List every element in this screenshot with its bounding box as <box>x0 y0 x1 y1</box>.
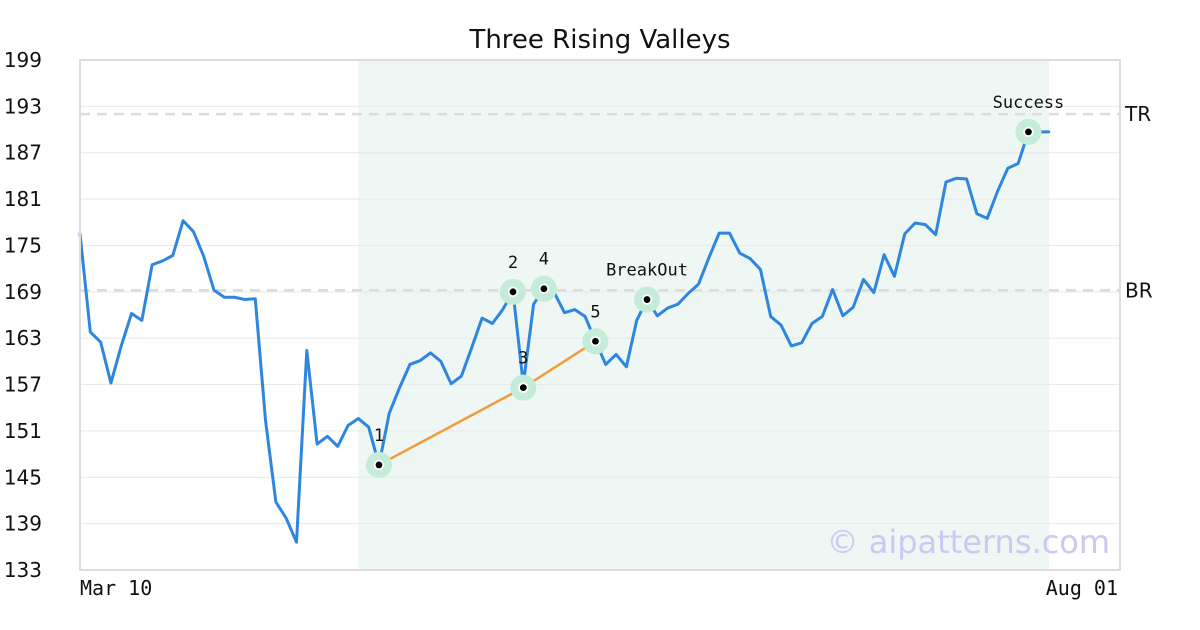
marker-label: 2 <box>508 253 518 273</box>
y-tick-label: 145 <box>4 465 42 489</box>
marker-dot <box>519 384 527 392</box>
chart-title: Three Rising Valleys <box>468 25 730 55</box>
y-tick-label: 169 <box>4 280 42 304</box>
x-tick-label: Mar 10 <box>80 576 152 600</box>
marker-dot <box>509 288 517 296</box>
marker-dot <box>1025 128 1032 136</box>
plot-frame <box>79 59 1121 571</box>
marker-dot <box>592 337 599 345</box>
y-axis: 133 139 145 151 157 163 169 175 181 187 193 199 <box>4 48 42 582</box>
level-lines: TR BR <box>80 102 1153 302</box>
pattern-shade-region <box>358 60 1050 570</box>
y-tick-label: 151 <box>4 419 42 443</box>
level-label-br: BR <box>1125 278 1153 302</box>
price-line <box>78 130 1051 544</box>
pattern-markers: 1 2 3 4 5 BreakOut Success <box>365 93 1065 478</box>
marker-label: 5 <box>590 302 600 322</box>
x-axis: Mar 10 Aug 01 <box>80 576 1118 600</box>
marker-label: Success <box>993 93 1065 113</box>
y-tick-label: 163 <box>4 326 42 350</box>
marker-label: 3 <box>518 349 528 369</box>
y-tick-label: 187 <box>4 141 42 165</box>
pattern-shading <box>358 60 1050 570</box>
marker-dot <box>540 285 548 293</box>
y-tick-label: 181 <box>4 187 42 211</box>
marker-label: 1 <box>374 426 384 446</box>
watermark: © aipatterns.com <box>827 523 1110 561</box>
y-tick-label: 199 <box>4 48 42 72</box>
marker-dot <box>643 296 651 303</box>
price-series <box>78 130 1051 544</box>
marker-label: BreakOut <box>606 261 688 281</box>
marker-dot <box>375 461 383 469</box>
x-tick-label: Aug 01 <box>1046 576 1118 600</box>
y-tick-label: 157 <box>4 373 42 397</box>
y-tick-label: 175 <box>4 233 42 257</box>
marker-label: 4 <box>539 250 549 270</box>
y-tick-label: 133 <box>4 558 42 582</box>
y-tick-label: 139 <box>4 512 42 536</box>
grid-lines <box>80 105 1120 525</box>
y-tick-label: 193 <box>4 94 42 118</box>
level-label-tr: TR <box>1124 102 1151 126</box>
